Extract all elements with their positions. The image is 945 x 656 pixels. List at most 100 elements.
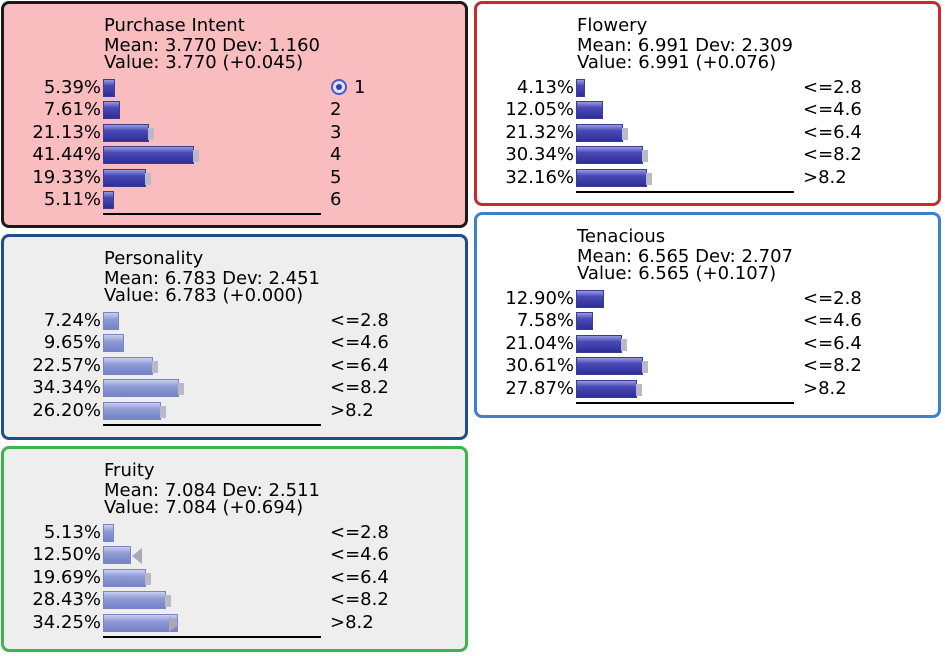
state-label: <=8.2 xyxy=(330,377,389,399)
state-probability: 21.04% xyxy=(505,332,574,354)
bar-tip xyxy=(642,361,649,374)
state-probability: 19.69% xyxy=(32,566,101,588)
probability-bar xyxy=(103,613,180,632)
state-row[interactable]: 5.13% <=2.8 xyxy=(4,522,465,544)
node-flowery[interactable]: Flowery Mean: 6.991 Dev: 2.309 Value: 6.… xyxy=(474,1,941,206)
bar-axis xyxy=(103,424,321,426)
node-title: Fruity xyxy=(104,460,155,481)
node-mean-dev: Mean: 6.991 Dev: 2.309 xyxy=(577,35,793,56)
node-purchase-intent[interactable]: Purchase Intent Mean: 3.770 Dev: 1.160 V… xyxy=(1,1,468,228)
node-mean-dev: Mean: 6.783 Dev: 2.451 xyxy=(104,268,320,289)
state-row[interactable]: 5.11% 6 xyxy=(4,189,465,211)
state-probability: 9.65% xyxy=(43,332,101,354)
node-title: Personality xyxy=(104,248,204,269)
probability-bar xyxy=(103,356,158,375)
bar-tip xyxy=(148,127,155,140)
state-row[interactable]: 30.61% <=8.2 xyxy=(477,355,938,377)
state-label: <=2.8 xyxy=(330,522,389,543)
state-label: <=6.4 xyxy=(803,121,862,143)
probability-bar xyxy=(576,123,628,142)
state-row[interactable]: 27.87% >8.2 xyxy=(477,378,938,400)
state-row[interactable]: 21.32% <=6.4 xyxy=(477,122,938,144)
state-row[interactable]: 21.13% 3 xyxy=(4,122,465,144)
state-row[interactable]: 34.34% <=8.2 xyxy=(4,377,465,399)
probability-bar xyxy=(576,79,586,97)
node-fruity[interactable]: Fruity Mean: 7.084 Dev: 2.511 Value: 7.0… xyxy=(1,446,468,652)
state-label: <=4.6 xyxy=(803,310,862,332)
node-tenacious[interactable]: Tenacious Mean: 6.565 Dev: 2.707 Value: … xyxy=(474,212,941,418)
state-label: >8.2 xyxy=(330,399,374,421)
state-row[interactable]: 7.24% <=2.8 xyxy=(4,310,465,332)
state-row[interactable]: 21.04% <=6.4 xyxy=(477,333,938,355)
state-probability: 12.50% xyxy=(32,544,101,566)
state-probability: 32.16% xyxy=(505,166,574,188)
probability-bar xyxy=(576,312,593,331)
state-probability: 28.43% xyxy=(32,589,101,611)
state-row[interactable]: 22.57% <=6.4 xyxy=(4,355,465,377)
state-row[interactable]: 4.13% <=2.8 xyxy=(477,77,938,99)
state-label: <=2.8 xyxy=(803,77,862,98)
probability-bar xyxy=(103,79,115,97)
probability-bar xyxy=(576,357,649,376)
probability-bar xyxy=(576,146,648,165)
state-probability: 4.13% xyxy=(516,77,574,98)
node-personality[interactable]: Personality Mean: 6.783 Dev: 2.451 Value… xyxy=(1,234,468,440)
probability-bar xyxy=(103,546,142,565)
state-label: >8.2 xyxy=(803,377,847,399)
probability-bar xyxy=(576,101,603,120)
state-probability: 7.24% xyxy=(43,310,101,331)
node-value: Value: 6.991 (+0.076) xyxy=(577,52,777,73)
state-label: <=6.4 xyxy=(803,332,862,354)
state-probability: 12.90% xyxy=(505,288,574,309)
state-row[interactable]: 41.44% 4 xyxy=(4,144,465,166)
target-icon[interactable] xyxy=(331,79,347,95)
probability-bar xyxy=(103,146,200,165)
bar-axis xyxy=(576,402,794,404)
bar-tip xyxy=(621,338,628,351)
state-label: 6 xyxy=(330,189,342,210)
state-row[interactable]: 19.69% <=6.4 xyxy=(4,567,465,589)
probability-bar xyxy=(103,123,155,142)
node-value: Value: 6.565 (+0.107) xyxy=(577,263,777,284)
state-row[interactable]: 32.16% >8.2 xyxy=(477,167,938,189)
state-row[interactable]: 28.43% <=8.2 xyxy=(4,589,465,611)
bar-tip xyxy=(151,360,158,373)
state-row[interactable]: 12.90% <=2.8 xyxy=(477,288,938,310)
state-row[interactable]: 30.34% <=8.2 xyxy=(477,144,938,166)
state-row[interactable]: 9.65% <=4.6 xyxy=(4,332,465,354)
node-mean-dev: Mean: 7.084 Dev: 2.511 xyxy=(104,480,320,501)
state-label: <=4.6 xyxy=(330,544,389,566)
state-row[interactable]: 7.58% <=4.6 xyxy=(477,310,938,332)
node-title: Flowery xyxy=(577,15,648,36)
right-arrow-icon xyxy=(169,615,180,632)
state-row[interactable]: 5.39% 1 xyxy=(4,77,465,99)
bar-tip xyxy=(621,127,628,140)
bar-tip xyxy=(641,150,648,163)
probability-bar xyxy=(576,290,605,308)
state-row[interactable]: 12.50% <=4.6 xyxy=(4,544,465,566)
state-label: <=8.2 xyxy=(803,144,862,166)
node-mean-dev: Mean: 6.565 Dev: 2.707 xyxy=(577,246,793,267)
state-probability: 26.20% xyxy=(32,399,101,421)
state-row[interactable]: 34.25% >8.2 xyxy=(4,612,465,634)
node-value: Value: 3.770 (+0.045) xyxy=(104,52,304,73)
state-row[interactable]: 12.05% <=4.6 xyxy=(477,99,938,121)
bar-tip xyxy=(144,172,151,185)
state-probability: 21.13% xyxy=(32,121,101,143)
bar-tip xyxy=(193,150,200,163)
state-label: 1 xyxy=(354,77,366,98)
probability-bar xyxy=(103,568,152,587)
state-label: <=8.2 xyxy=(803,355,862,377)
state-probability: 21.32% xyxy=(505,121,574,143)
node-title: Purchase Intent xyxy=(104,15,245,36)
bar-tip xyxy=(645,172,652,185)
state-probability: 7.58% xyxy=(516,310,574,332)
state-label: 4 xyxy=(330,144,342,166)
bar-axis xyxy=(576,191,794,193)
state-row[interactable]: 7.61% 2 xyxy=(4,99,465,121)
state-probability: 30.34% xyxy=(505,144,574,166)
state-row[interactable]: 26.20% >8.2 xyxy=(4,400,465,422)
state-row[interactable]: 19.33% 5 xyxy=(4,167,465,189)
state-probability: 5.39% xyxy=(43,77,101,98)
state-probability: 22.57% xyxy=(32,354,101,376)
